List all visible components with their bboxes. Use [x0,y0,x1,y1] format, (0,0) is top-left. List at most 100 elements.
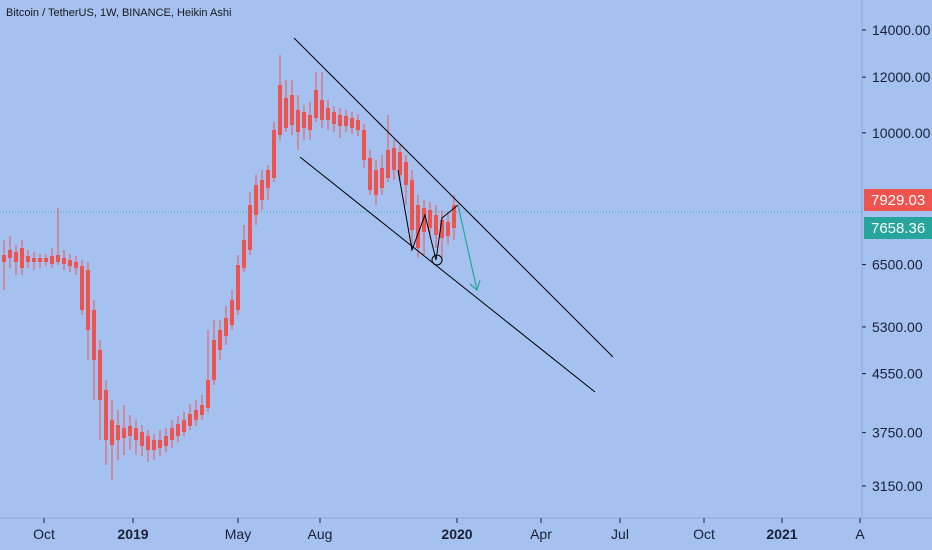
candle-body [350,118,354,128]
candle-body [92,310,96,360]
price-badge-label: 7929.03 [871,192,925,209]
candle-body [284,98,288,128]
candle-body [320,100,324,120]
candle-body [212,340,216,380]
candle-body [434,215,438,235]
candle-body [80,266,84,310]
price-badge [864,189,932,211]
x-tick-label: A [855,526,865,542]
candle-body [44,258,48,262]
drawings-group [293,37,614,393]
candle-body [278,85,282,135]
candle-body [50,256,54,264]
candle-body [188,414,192,426]
candle-body [146,436,150,450]
candle-body [266,170,270,188]
candle-body [404,162,408,185]
candle-body [392,148,396,170]
candle-body [116,425,120,440]
candle-body [338,115,342,126]
candle-body [230,300,234,325]
grid [0,0,932,519]
x-tick-label: Oct [693,526,715,542]
y-axis[interactable]: 14000.00 12000.00 10000.00 6500.00 5300.00 45… [862,22,931,494]
candle-body [68,260,72,266]
x-tick-label: 2021 [766,526,797,542]
projection-arrow-head [469,279,481,292]
candle-body [218,330,222,350]
candle-body [98,350,102,400]
candle-body [62,258,66,264]
candle-body [272,130,276,178]
x-tick-label: 2020 [441,526,472,542]
channel-lower-line [299,156,596,393]
candle-body [122,428,126,438]
candle-body [152,440,156,450]
y-tick-label: 3750.00 [872,425,923,441]
candle-body [314,90,318,118]
channel-upper-line [293,37,614,358]
x-tick-label: Jul [611,526,629,542]
candle-body [452,205,456,228]
candle-body [326,108,330,120]
candle-body [290,95,294,125]
candle-body [302,112,306,128]
candle-body [260,180,264,200]
candle-body [20,248,24,268]
candle-body [446,222,450,236]
projection-arrow-shaft [457,204,478,291]
candle-body [56,255,60,262]
chart-title: Bitcoin / TetherUS, 1W, BINANCE, Heikin … [6,7,232,19]
candle-body [386,150,390,178]
y-tick-label: 10000.00 [872,125,931,141]
candle-body [380,168,384,188]
candle-body [374,170,378,195]
candle-body [74,262,78,268]
candle-body [164,436,168,446]
candle-body [296,110,300,132]
candle-body [170,428,174,440]
y-tick-label: 12000.00 [872,69,931,85]
candle-body [224,318,228,336]
candle-body [254,185,258,215]
candle-body [416,205,420,248]
candle-body [242,240,246,268]
candle-body [110,420,114,445]
candle-body [182,420,186,432]
y-tick-label: 4550.00 [872,366,923,382]
candle-body [344,116,348,126]
candle-body [356,120,360,130]
y-tick-label: 5300.00 [872,319,923,335]
candle-body [206,380,210,408]
x-tick-label: Aug [308,526,333,542]
x-axis[interactable]: Oct 2019 May Aug 2020 Apr Jul Oct 2021 A [33,518,865,542]
candle-body [398,152,402,175]
candle-body [200,405,204,415]
candle-body [128,426,132,436]
candle-body [38,258,42,262]
candle-body [104,390,108,440]
price-badges: 7929.03 7658.36 [864,189,932,239]
x-tick-label: May [225,526,251,542]
candle-body [26,256,30,262]
candle-body [368,158,372,190]
candle-body [308,115,312,130]
candle-body [362,130,366,160]
zigzag-pattern [397,169,459,261]
price-badge [864,217,932,239]
candle-body [194,410,198,420]
y-tick-label: 6500.00 [872,257,923,273]
candle-body [32,258,36,262]
x-tick-label: Apr [530,526,552,542]
candle-body [2,255,6,262]
candle-body [14,252,18,262]
candle-body [86,270,90,330]
candle-body [428,210,432,228]
y-tick-label: 3150.00 [872,478,923,494]
x-tick-label: Oct [33,526,55,542]
y-tick-label: 14000.00 [872,22,931,38]
candle-body [440,220,444,238]
price-badge-label: 7658.36 [871,220,925,237]
candles-group [2,55,456,480]
